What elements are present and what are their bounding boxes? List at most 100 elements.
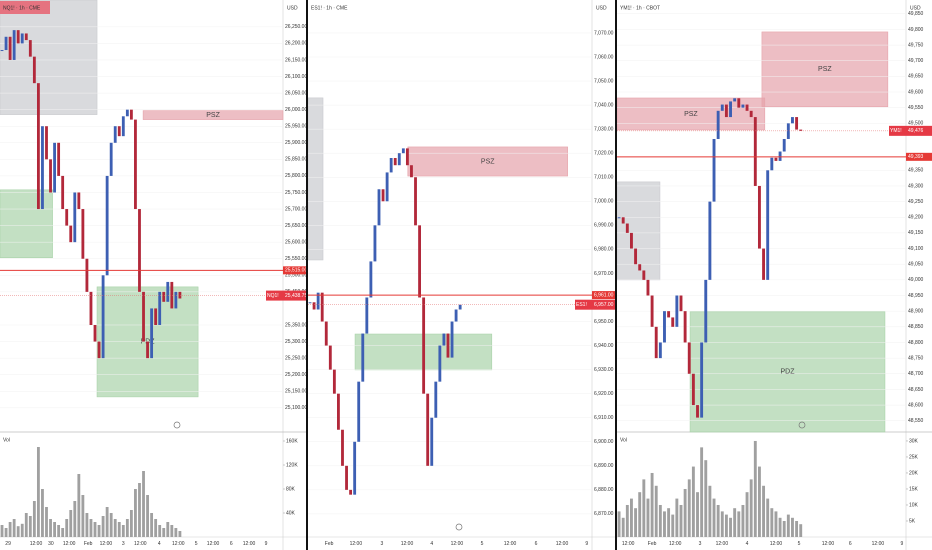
marker-icon[interactable] bbox=[455, 523, 463, 531]
candle bbox=[414, 177, 417, 226]
marker-icon[interactable] bbox=[798, 421, 806, 429]
x-tick-label: 12:00 bbox=[401, 541, 414, 547]
x-tick-label: 12:00 bbox=[172, 541, 185, 547]
x-tick-label: 12:00 bbox=[872, 541, 885, 547]
y-tick-label: 25,600.00 bbox=[285, 239, 307, 245]
volume-bar bbox=[716, 504, 720, 537]
candle bbox=[671, 317, 675, 327]
candle bbox=[757, 185, 761, 249]
candle bbox=[646, 279, 650, 296]
y-tick-label: 26,050.00 bbox=[285, 90, 307, 96]
candle bbox=[700, 342, 704, 418]
volume-bar bbox=[795, 520, 799, 537]
candle bbox=[16, 30, 20, 44]
candle bbox=[357, 381, 361, 442]
volume-bar bbox=[712, 498, 716, 537]
candle bbox=[401, 148, 405, 154]
y-tick-label: 6,900.00 bbox=[594, 439, 614, 445]
volume-bar bbox=[646, 498, 650, 537]
candle bbox=[770, 157, 774, 171]
candle bbox=[89, 291, 93, 325]
candle bbox=[650, 295, 654, 327]
candle bbox=[154, 308, 158, 325]
candle bbox=[410, 165, 413, 178]
candle bbox=[349, 489, 353, 495]
x-tick-label: Feb bbox=[648, 541, 657, 547]
candle bbox=[308, 302, 312, 304]
candle bbox=[328, 345, 332, 370]
candle bbox=[0, 50, 4, 52]
x-tick-label: 12:00 bbox=[134, 541, 147, 547]
candle bbox=[762, 248, 766, 280]
volume-bar bbox=[621, 517, 625, 537]
candle bbox=[774, 157, 778, 161]
y-tick-label: 48,850 bbox=[908, 324, 924, 330]
candle bbox=[654, 326, 658, 359]
volume-bar bbox=[4, 528, 8, 537]
candle bbox=[146, 341, 149, 359]
candle bbox=[138, 209, 141, 292]
candle bbox=[782, 138, 786, 152]
x-tick-label: 12:00 bbox=[669, 541, 682, 547]
volume-bar bbox=[28, 516, 32, 537]
candle bbox=[174, 291, 178, 309]
candle bbox=[716, 110, 720, 139]
price-tag-label: 6,961.00 bbox=[594, 292, 614, 298]
candle bbox=[687, 342, 691, 374]
candle bbox=[679, 295, 683, 312]
y-tick-label: 25,750.00 bbox=[285, 190, 307, 196]
candle bbox=[65, 209, 69, 226]
candle bbox=[381, 189, 385, 202]
candle bbox=[712, 138, 716, 202]
y-tick-label: 49,600 bbox=[908, 89, 924, 95]
y-tick-label: 25,300.00 bbox=[285, 339, 307, 345]
volume-label: Vol bbox=[3, 437, 10, 443]
y-tick-label: 26,000.00 bbox=[285, 107, 307, 113]
y-tick-label: 25,700.00 bbox=[285, 206, 307, 212]
y-tick-label: 48,800 bbox=[908, 340, 924, 346]
marker-icon[interactable] bbox=[173, 421, 181, 429]
y-tick-label: 49,150 bbox=[908, 230, 924, 236]
volume-bar bbox=[85, 513, 89, 537]
last-symbol: ES1! bbox=[576, 302, 587, 308]
volume-bar bbox=[704, 460, 708, 537]
candle bbox=[97, 341, 101, 359]
x-tick-label: 12:00 bbox=[556, 541, 569, 547]
x-tick-label: 29 bbox=[5, 541, 11, 547]
y-tick-label: 48,750 bbox=[908, 355, 924, 361]
volume-bar bbox=[24, 513, 28, 537]
zone-label: PSZ bbox=[481, 158, 495, 165]
last-price-tag bbox=[575, 299, 616, 310]
candle bbox=[389, 157, 393, 173]
y-tick-label: 7,070.00 bbox=[594, 30, 614, 36]
candle bbox=[446, 333, 450, 358]
volume-bar bbox=[766, 498, 770, 537]
volume-bar bbox=[57, 525, 61, 537]
currency-label: USD bbox=[910, 5, 921, 11]
volume-bar bbox=[36, 447, 40, 537]
volume-bar bbox=[654, 485, 658, 537]
y-tick-label: 48,950 bbox=[908, 293, 924, 299]
volume-bar bbox=[737, 511, 741, 537]
y-tick-label: 25,900.00 bbox=[285, 140, 307, 146]
candle bbox=[166, 281, 170, 302]
y-tick-label: 49,500 bbox=[908, 121, 924, 127]
vol-tick-label: 120K bbox=[286, 462, 298, 468]
y-tick-label: 6,950.00 bbox=[594, 319, 614, 325]
volume-bar bbox=[61, 528, 65, 537]
candle bbox=[638, 264, 642, 271]
candle bbox=[341, 429, 344, 466]
candle bbox=[704, 279, 708, 343]
candle bbox=[450, 321, 454, 358]
volume-bar bbox=[642, 479, 646, 537]
candle bbox=[377, 189, 381, 226]
candle bbox=[121, 116, 125, 137]
x-tick-label: 12:00 bbox=[350, 541, 363, 547]
y-tick-label: 49,100 bbox=[908, 246, 924, 252]
volume-bar bbox=[786, 514, 790, 537]
candle bbox=[799, 129, 803, 131]
candle bbox=[109, 142, 113, 176]
candle bbox=[621, 217, 625, 224]
